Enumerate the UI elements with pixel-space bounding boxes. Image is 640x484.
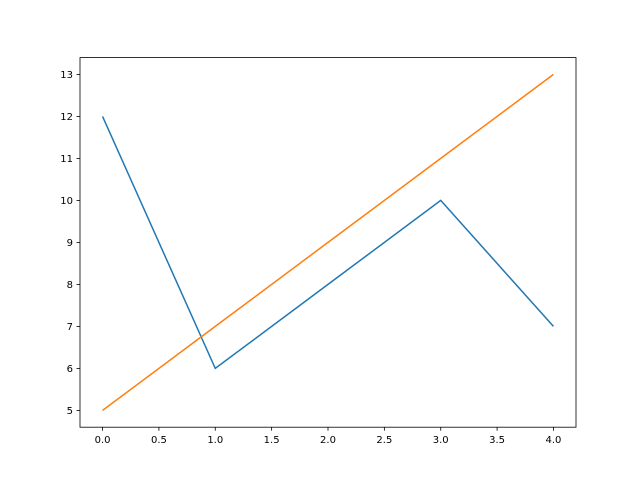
x-tick-label: 1.0 xyxy=(207,435,223,446)
y-tick-label: 11 xyxy=(60,154,73,165)
series-line-1 xyxy=(102,73,554,412)
x-tick-label: 3.0 xyxy=(433,435,449,446)
x-tick-label: 1.5 xyxy=(264,435,280,446)
x-tick-label: 2.5 xyxy=(376,435,392,446)
x-tick-label: 0.0 xyxy=(95,435,111,446)
x-tick-label: 0.5 xyxy=(151,435,167,446)
y-tick-label: 9 xyxy=(67,238,73,249)
series-line-0 xyxy=(101,116,555,370)
x-tick-label: 4.0 xyxy=(546,435,562,446)
y-tick-label: 13 xyxy=(60,70,73,81)
y-tick-label: 12 xyxy=(60,112,73,123)
y-tick-label: 8 xyxy=(67,280,73,291)
y-tick-label: 10 xyxy=(60,196,73,207)
x-tick-label: 2.0 xyxy=(320,435,336,446)
series-layer xyxy=(101,73,555,412)
ticks-layer: 0.0 0.5 1.0 1.5 2.0 2.5 3.0 3.5 4.0 5 6 7 8 9 10 11 12 13 xyxy=(60,70,561,446)
y-tick-label: 6 xyxy=(67,364,73,375)
y-tick-label: 5 xyxy=(67,406,73,417)
x-tick-label: 3.5 xyxy=(489,435,505,446)
y-tick-label: 7 xyxy=(67,322,73,333)
